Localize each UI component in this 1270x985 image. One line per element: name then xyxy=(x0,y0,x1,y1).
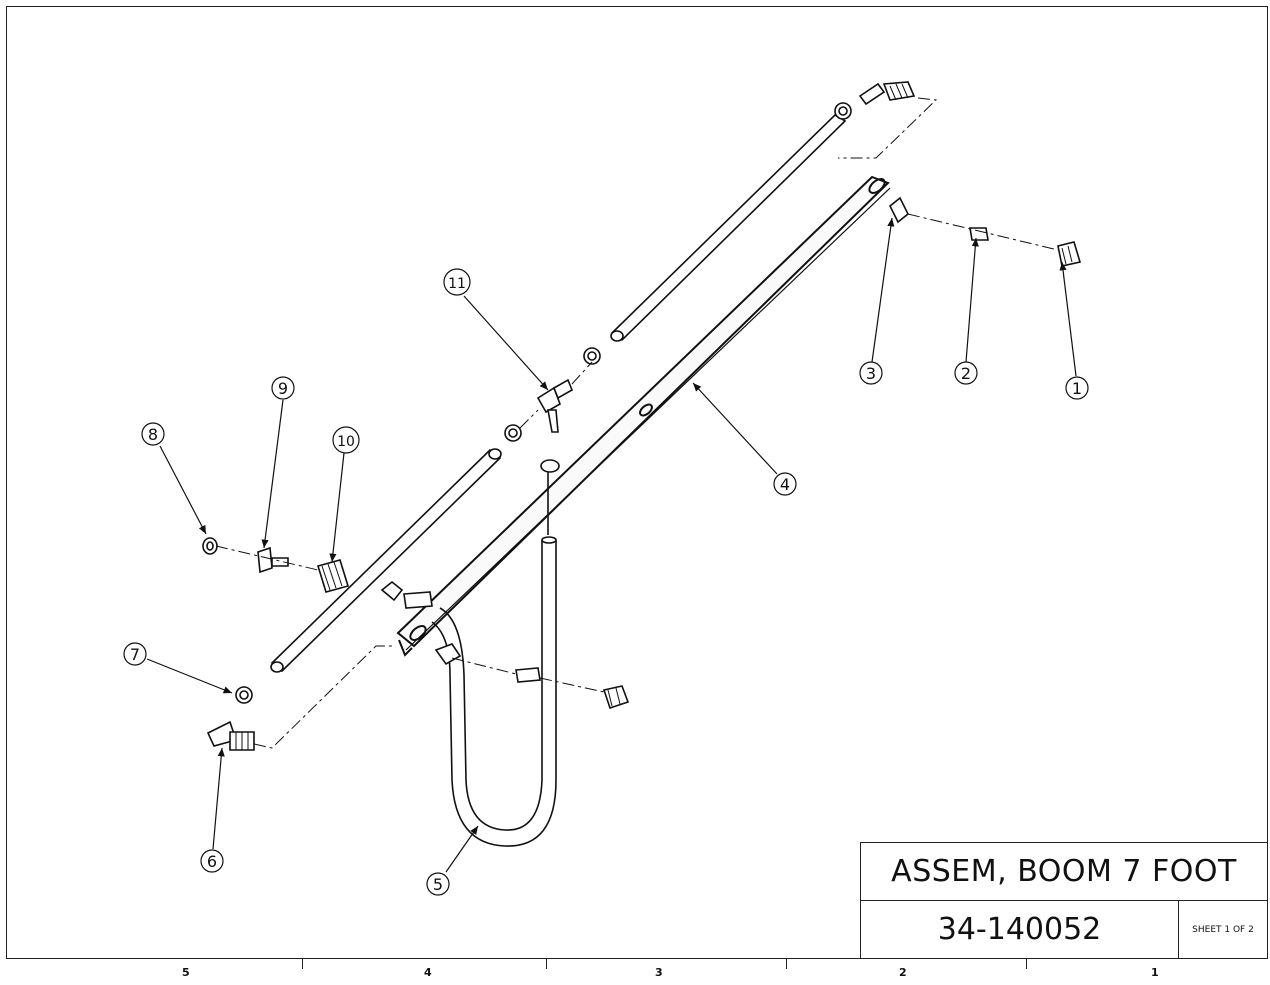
zone-label-5: 5 xyxy=(182,966,190,979)
balloon-3: 3 xyxy=(859,361,883,385)
lower-tube xyxy=(206,448,502,751)
balloon-7: 7 xyxy=(123,642,147,666)
balloons: 1 2 3 4 5 6 7 8 9 10 11 xyxy=(123,268,1089,896)
tee-fitting xyxy=(504,347,601,473)
zone-label-2: 2 xyxy=(899,966,907,979)
zone-divider xyxy=(302,959,303,969)
balloon-label-7: 7 xyxy=(130,645,140,664)
boom-bar xyxy=(396,175,891,657)
drawing-border xyxy=(6,6,1268,959)
balloon-label-4: 4 xyxy=(780,475,790,494)
zone-label-1: 1 xyxy=(1151,966,1159,979)
zone-label-4: 4 xyxy=(424,966,432,979)
upper-tube xyxy=(610,81,916,342)
balloon-11: 11 xyxy=(443,268,471,296)
balloon-10: 10 xyxy=(332,426,360,454)
zone-divider xyxy=(786,959,787,969)
balloon-9: 9 xyxy=(271,376,295,400)
drawing-title: ASSEM, BOOM 7 FOOT xyxy=(861,843,1267,901)
lower-fittings xyxy=(380,580,630,710)
balloon-5: 5 xyxy=(426,872,450,896)
balloon-callouts xyxy=(146,217,1077,873)
balloon-label-11: 11 xyxy=(448,276,466,292)
clamp-group xyxy=(202,537,350,593)
balloon-1: 1 xyxy=(1065,376,1089,400)
title-block: ASSEM, BOOM 7 FOOT 34-140052 SHEET 1 OF … xyxy=(860,842,1268,959)
balloon-2: 2 xyxy=(954,361,978,385)
balloon-label-1: 1 xyxy=(1072,379,1082,398)
balloon-label-2: 2 xyxy=(961,364,971,383)
zone-divider xyxy=(546,959,547,969)
zone-divider xyxy=(1026,959,1027,969)
balloon-8: 8 xyxy=(141,422,165,446)
balloon-label-3: 3 xyxy=(866,364,876,383)
right-fittings xyxy=(888,196,1082,267)
drawing-number: 34-140052 xyxy=(861,901,1179,958)
balloon-label-9: 9 xyxy=(278,379,288,398)
balloon-label-5: 5 xyxy=(433,875,443,894)
balloon-4: 4 xyxy=(773,472,797,496)
balloon-label-10: 10 xyxy=(337,434,355,450)
balloon-label-8: 8 xyxy=(148,425,158,444)
zone-label-3: 3 xyxy=(655,966,663,979)
balloon-label-6: 6 xyxy=(207,852,217,871)
sheet-indicator: SHEET 1 OF 2 xyxy=(1192,924,1254,935)
explosion-lines xyxy=(215,97,1059,749)
balloon-6: 6 xyxy=(200,849,224,873)
